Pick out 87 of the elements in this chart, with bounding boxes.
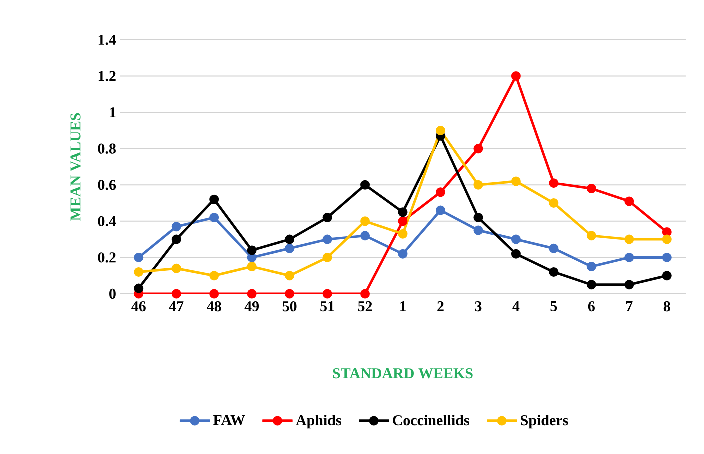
y-tick-label: 0.4 [98,216,116,227]
point [624,196,634,206]
point [247,262,257,272]
point [398,249,408,259]
point [285,234,295,244]
point [662,252,672,262]
y-tick-label: 0.6 [98,180,116,190]
point [436,206,446,216]
point [210,194,220,204]
y-tick-label: 1 [110,108,116,118]
point [662,234,672,244]
point [662,271,672,281]
point [549,244,559,254]
point [586,280,596,290]
point [322,213,332,223]
point [474,213,484,223]
point [210,271,220,281]
point [360,180,370,190]
x-tick-label: 3 [475,302,482,312]
point [285,271,295,281]
y-tick-label: 1.4 [98,34,116,46]
legend-label: Aphids [296,415,342,429]
point [624,252,634,262]
point [172,222,182,232]
point [511,72,521,82]
point [549,178,559,188]
point [285,244,295,254]
point [586,184,596,194]
point [436,188,446,198]
point [662,228,672,238]
point [586,262,596,272]
point [172,234,182,244]
point [134,252,144,262]
x-tick-label: 52 [358,302,372,312]
legend-label: FAW [213,415,246,426]
point [360,216,370,226]
point [322,252,332,262]
x-tick-label: 51 [320,302,334,312]
legend-label: Spiders [521,415,568,429]
point [247,246,257,256]
point [474,144,484,154]
x-tick-label: 2 [438,302,444,312]
point [360,289,370,299]
legend-label: Coccinellids [393,415,470,426]
x-tick-label: 46 [132,302,146,312]
x-tick-label: 48 [207,302,222,312]
point [474,180,484,190]
point [134,284,144,294]
point [322,289,332,299]
point [586,231,596,241]
x-axis-title: STANDARD WEEKS [333,368,473,379]
point [285,289,295,299]
point [624,280,634,290]
x-tick-label: 8 [664,302,670,312]
point [134,267,144,277]
point [624,234,634,244]
point [247,252,257,262]
y-tick-label: 0 [110,288,116,300]
point [247,289,257,299]
point [398,229,408,239]
point [360,231,370,241]
point [322,234,332,244]
y-tick-label: 0.8 [98,144,116,154]
point [511,176,521,186]
x-tick-label: 5 [550,302,558,312]
point [398,216,408,226]
point [474,226,484,236]
point [549,267,559,277]
point [549,198,559,208]
point [436,126,446,136]
point [511,249,521,259]
x-tick-label: 7 [626,302,633,312]
point [210,213,220,223]
y-axis-title: MEAN VALUES [70,113,81,221]
x-tick-label: 4 [512,302,520,312]
point [210,289,220,299]
x-tick-label: 50 [282,302,297,312]
x-tick-label: 49 [244,302,260,312]
point [172,264,182,274]
point [511,234,521,244]
x-tick-label: 1 [400,302,406,312]
y-tick-label: 1.2 [98,71,116,82]
y-tick-label: 0.2 [98,252,116,263]
x-tick-label: 47 [169,302,184,312]
x-tick-label: 6 [588,302,595,312]
point [172,289,182,299]
point [398,208,408,218]
